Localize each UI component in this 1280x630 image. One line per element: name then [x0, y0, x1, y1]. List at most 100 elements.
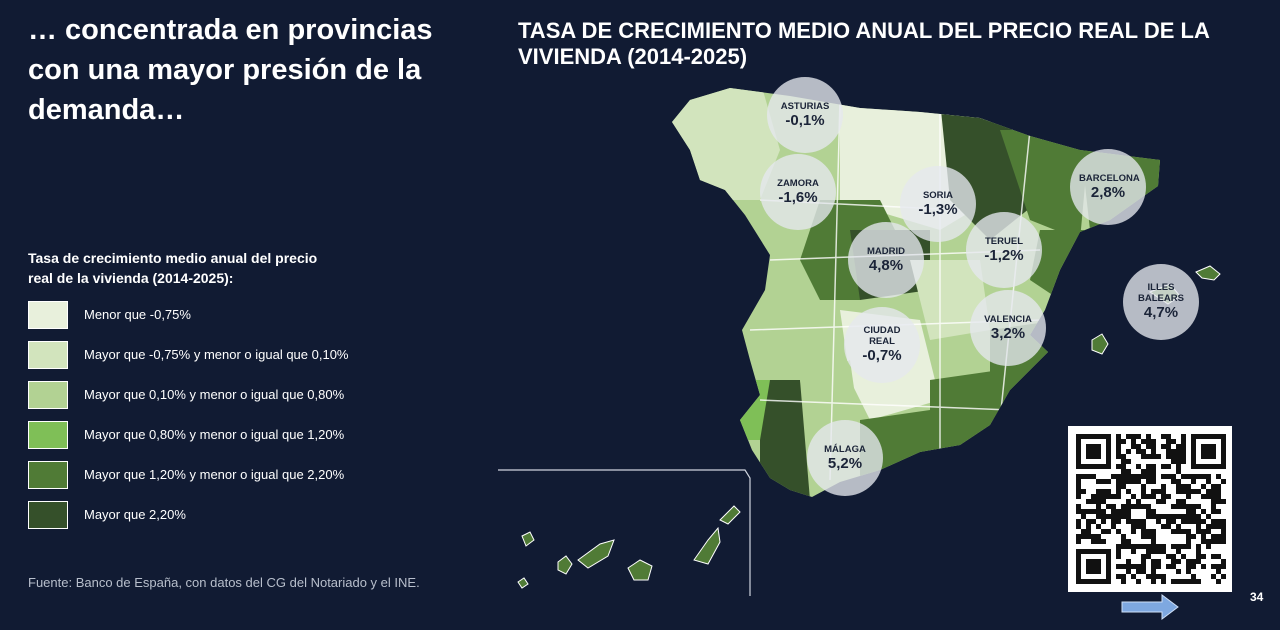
qr-module [1166, 519, 1171, 524]
qr-module [1206, 524, 1211, 529]
qr-module [1076, 489, 1081, 494]
qr-module [1136, 569, 1141, 574]
qr-module [1216, 499, 1221, 504]
qr-module [1171, 554, 1176, 559]
qr-module [1156, 544, 1161, 549]
qr-module [1121, 439, 1126, 444]
qr-module [1216, 509, 1221, 514]
qr-module [1161, 544, 1166, 549]
qr-module [1091, 499, 1096, 504]
callout: SORIA -1,3% [900, 166, 976, 242]
qr-pattern [1076, 434, 1226, 584]
qr-module [1086, 509, 1091, 514]
qr-module [1191, 479, 1196, 484]
legend-swatch [28, 421, 68, 449]
qr-module [1171, 459, 1176, 464]
qr-module [1116, 529, 1121, 534]
qr-module [1081, 509, 1086, 514]
callout: ZAMORA -1,6% [760, 154, 836, 230]
qr-module [1151, 439, 1156, 444]
qr-module [1086, 529, 1091, 534]
qr-module [1156, 489, 1161, 494]
qr-module [1186, 494, 1191, 499]
qr-module [1201, 539, 1206, 544]
qr-module [1176, 464, 1181, 469]
qr-module [1086, 534, 1091, 539]
qr-module [1121, 504, 1126, 509]
qr-module [1131, 434, 1136, 439]
qr-module [1161, 549, 1166, 554]
qr-module [1171, 514, 1176, 519]
qr-module [1166, 494, 1171, 499]
qr-module [1086, 444, 1101, 459]
map-title: TASA DE CRECIMIENTO MEDIO ANUAL DEL PREC… [518, 18, 1210, 69]
qr-module [1116, 449, 1121, 454]
qr-module [1191, 514, 1196, 519]
qr-module [1171, 454, 1176, 459]
qr-module [1196, 504, 1201, 509]
qr-module [1186, 484, 1191, 489]
qr-module [1176, 514, 1181, 519]
qr-module [1131, 564, 1136, 569]
qr-module [1126, 519, 1131, 524]
qr-module [1076, 519, 1081, 524]
qr-module [1136, 474, 1141, 479]
next-arrow[interactable] [1121, 594, 1179, 620]
qr-module [1221, 499, 1226, 504]
qr-module [1181, 474, 1186, 479]
qr-module [1211, 524, 1216, 529]
qr-module [1196, 549, 1201, 554]
qr-module [1176, 524, 1181, 529]
qr-module [1076, 484, 1081, 489]
qr-module [1201, 529, 1206, 534]
qr-module [1126, 514, 1131, 519]
qr-module [1121, 534, 1126, 539]
qr-module [1176, 579, 1181, 584]
qr-module [1116, 494, 1121, 499]
qr-module [1126, 509, 1131, 514]
qr-module [1136, 504, 1141, 509]
qr-module [1196, 474, 1201, 479]
qr-module [1151, 569, 1156, 574]
qr-module [1216, 564, 1221, 569]
qr-module [1141, 544, 1146, 549]
qr-module [1116, 519, 1121, 524]
qr-module [1121, 484, 1126, 489]
qr-module [1131, 479, 1136, 484]
callout-value: -1,3% [918, 200, 958, 218]
qr-module [1171, 504, 1176, 509]
qr-module [1166, 464, 1171, 469]
qr-module [1186, 489, 1191, 494]
qr-module [1101, 519, 1106, 524]
qr-module [1191, 579, 1196, 584]
qr-module [1211, 539, 1216, 544]
qr-module [1176, 569, 1181, 574]
qr-module [1076, 494, 1081, 499]
qr-module [1131, 439, 1136, 444]
callout: TERUEL -1,2% [966, 212, 1042, 288]
qr-module [1186, 529, 1191, 534]
qr-module [1121, 459, 1126, 464]
callout-name: MÁLAGA [824, 443, 866, 455]
qr-module [1176, 469, 1181, 474]
qr-module [1161, 524, 1166, 529]
qr-module [1116, 474, 1121, 479]
qr-module [1166, 474, 1171, 479]
qr-module [1171, 449, 1176, 454]
qr-module [1151, 464, 1156, 469]
qr-module [1211, 534, 1216, 539]
qr-module [1206, 529, 1211, 534]
qr-module [1181, 459, 1186, 464]
qr-module [1186, 534, 1191, 539]
qr-module [1196, 489, 1201, 494]
callout-name: MADRID [867, 245, 905, 257]
callout-value: 5,2% [827, 454, 863, 472]
qr-module [1201, 519, 1206, 524]
callout: ILLES BALEARS 4,7% [1123, 264, 1199, 340]
qr-module [1126, 449, 1131, 454]
qr-module [1221, 564, 1226, 569]
qr-module [1106, 494, 1111, 499]
qr-module [1196, 529, 1201, 534]
qr-module [1161, 499, 1166, 504]
